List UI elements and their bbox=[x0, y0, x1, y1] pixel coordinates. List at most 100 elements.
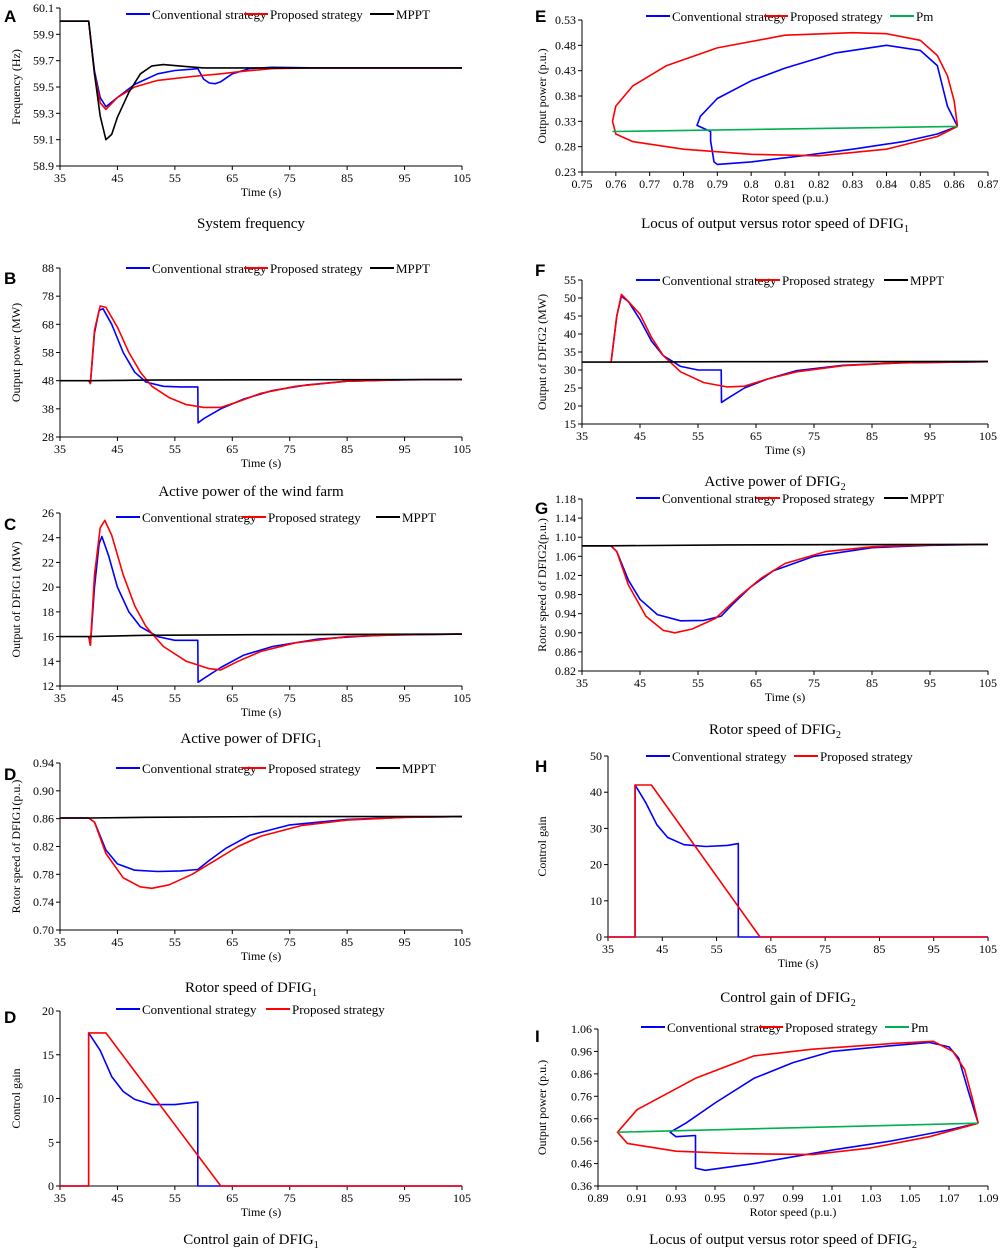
x-tick-label: 75 bbox=[284, 171, 296, 185]
x-axis-label: Time (s) bbox=[241, 1205, 282, 1219]
caption-text: Rotor speed of DFIG bbox=[185, 980, 312, 996]
panel-caption: Rotor speed of DFIG2 bbox=[709, 722, 841, 741]
y-tick-label: 20 bbox=[564, 399, 576, 413]
x-tick-label: 65 bbox=[226, 442, 238, 456]
y-tick-label: 0.56 bbox=[571, 1134, 592, 1148]
y-tick-label: 1.10 bbox=[555, 530, 576, 544]
legend-label: Conventional strategy bbox=[667, 1020, 782, 1035]
y-tick-label: 28 bbox=[42, 430, 54, 444]
chart-d2: D 35 45 55 65 75 85 95 105 0 5 10 15 20 Time (s) Contro… bbox=[4, 1002, 471, 1251]
x-tick-label: 105 bbox=[979, 676, 997, 690]
chart-e: E 0.75 0.76 0.77 0.78 0.79 0.8 0.81 0.82 0.83 0.84… bbox=[535, 7, 999, 235]
x-tick-label: 105 bbox=[979, 429, 997, 443]
series-line-mppt bbox=[60, 378, 463, 382]
y-axis-label: Frequency (Hz) bbox=[9, 49, 23, 125]
caption-text: Locus of output versus rotor speed of DF… bbox=[649, 1232, 912, 1248]
y-tick-label: 0.70 bbox=[33, 923, 54, 937]
y-tick-label: 0.96 bbox=[571, 1044, 592, 1058]
x-tick-label: 0.83 bbox=[842, 177, 863, 191]
series-line-mppt bbox=[582, 360, 989, 363]
y-tick-label: 59.5 bbox=[33, 80, 54, 94]
y-tick-label: 0.86 bbox=[555, 645, 576, 659]
y-tick-label: 0.33 bbox=[555, 114, 576, 128]
x-tick-label: 0.89 bbox=[588, 1191, 609, 1205]
x-tick-label: 75 bbox=[284, 691, 296, 705]
series-line-proposed bbox=[608, 784, 988, 938]
y-tick-label: 0.82 bbox=[555, 664, 576, 678]
y-tick-label: 0.78 bbox=[33, 867, 54, 881]
x-tick-label: 1.03 bbox=[861, 1191, 882, 1205]
y-tick-label: 0.82 bbox=[33, 840, 54, 854]
y-tick-label: 1.06 bbox=[555, 549, 576, 563]
y-tick-label: 50 bbox=[564, 291, 576, 305]
x-tick-label: 35 bbox=[54, 171, 66, 185]
caption-text: Rotor speed of DFIG bbox=[709, 722, 836, 738]
x-tick-label: 105 bbox=[453, 691, 471, 705]
y-tick-label: 24 bbox=[42, 531, 54, 545]
y-tick-label: 40 bbox=[564, 327, 576, 341]
caption-subscript: 2 bbox=[912, 1240, 917, 1251]
x-tick-label: 105 bbox=[453, 442, 471, 456]
x-tick-label: 75 bbox=[284, 1191, 296, 1205]
y-tick-label: 10 bbox=[590, 894, 602, 908]
y-tick-label: 20 bbox=[42, 1004, 54, 1018]
legend-label: Conventional strategy bbox=[142, 761, 257, 776]
panel-caption: Control gain of DFIG1 bbox=[183, 1232, 318, 1251]
x-tick-label: 45 bbox=[111, 171, 123, 185]
y-tick-label: 25 bbox=[564, 381, 576, 395]
chart-g: G 35 45 55 65 75 85 95 105 0.82 0.86 0.90 0.94 0.98 1.… bbox=[535, 491, 997, 741]
series-line-mppt bbox=[60, 633, 463, 638]
y-tick-label: 0.86 bbox=[33, 812, 54, 826]
legend-label: MPPT bbox=[396, 7, 430, 22]
y-axis-label: Output power (p.u.) bbox=[535, 48, 549, 143]
panel-caption: Active power of DFIG1 bbox=[180, 731, 321, 750]
y-tick-label: 22 bbox=[42, 555, 54, 569]
x-tick-label: 1.01 bbox=[822, 1191, 843, 1205]
x-tick-label: 45 bbox=[634, 429, 646, 443]
legend-label: Proposed strategy bbox=[782, 273, 875, 288]
x-tick-label: 55 bbox=[169, 1191, 181, 1205]
x-axis-label: Rotor speed (p.u.) bbox=[750, 1205, 837, 1219]
x-tick-label: 65 bbox=[750, 676, 762, 690]
legend-label: Pm bbox=[911, 1020, 928, 1035]
y-tick-label: 16 bbox=[42, 630, 54, 644]
y-axis-label: Rotor speed of DFIG2(p.u.) bbox=[535, 518, 549, 652]
x-tick-label: 0.78 bbox=[673, 177, 694, 191]
y-tick-label: 30 bbox=[590, 821, 602, 835]
legend-label: MPPT bbox=[402, 761, 436, 776]
x-tick-label: 65 bbox=[750, 429, 762, 443]
caption-subscript: 1 bbox=[314, 1240, 319, 1251]
chart-b: B 35 45 55 65 75 85 95 105 28 38 48 58 68 78 88 Time (s)… bbox=[4, 261, 471, 500]
series-line-conventional bbox=[60, 815, 463, 873]
x-tick-label: 55 bbox=[692, 676, 704, 690]
series-line-proposed bbox=[610, 293, 989, 388]
y-tick-label: 0.86 bbox=[571, 1067, 592, 1081]
y-axis-label: Rotor speed of DFIG1(p.u.) bbox=[9, 780, 23, 914]
y-tick-label: 1.02 bbox=[555, 568, 576, 582]
x-axis-label: Time (s) bbox=[765, 690, 806, 704]
y-tick-label: 58 bbox=[42, 346, 54, 360]
panel-caption: System frequency bbox=[197, 216, 305, 232]
caption-subscript: 2 bbox=[851, 998, 856, 1009]
legend-label: MPPT bbox=[910, 273, 944, 288]
series-line-proposed bbox=[60, 1032, 462, 1187]
y-tick-label: 0.43 bbox=[555, 64, 576, 78]
series-line-proposed bbox=[60, 815, 463, 890]
caption-text: Locus of output versus rotor speed of DF… bbox=[641, 216, 904, 232]
x-tick-label: 0.91 bbox=[627, 1191, 648, 1205]
y-tick-label: 0.46 bbox=[571, 1157, 592, 1171]
caption-subscript: 1 bbox=[904, 224, 909, 235]
x-tick-label: 85 bbox=[341, 171, 353, 185]
panel-caption: Control gain of DFIG2 bbox=[720, 990, 855, 1009]
series-line-proposed bbox=[582, 543, 989, 634]
y-tick-label: 0.28 bbox=[555, 140, 576, 154]
y-tick-label: 88 bbox=[42, 261, 54, 275]
y-tick-label: 0.98 bbox=[555, 588, 576, 602]
y-tick-label: 59.9 bbox=[33, 27, 54, 41]
x-tick-label: 0.93 bbox=[666, 1191, 687, 1205]
caption-subscript: 1 bbox=[312, 988, 317, 999]
y-tick-label: 55 bbox=[564, 273, 576, 287]
caption-text: Active power of DFIG bbox=[180, 731, 316, 747]
chart-f: F 35 45 55 65 75 85 95 105 15 20 25 30 35 40 45 50 55 Time… bbox=[535, 261, 997, 493]
legend-label: MPPT bbox=[396, 261, 430, 276]
